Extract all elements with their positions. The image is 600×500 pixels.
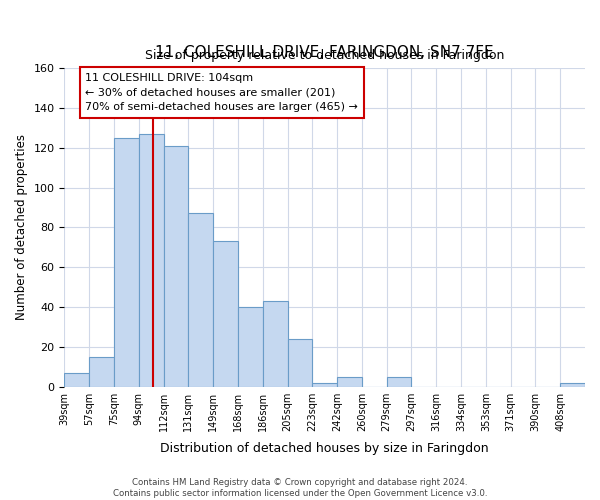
Bar (386, 376, 412, 386)
Bar (213, 242, 238, 386)
Text: Contains HM Land Registry data © Crown copyright and database right 2024.
Contai: Contains HM Land Registry data © Crown c… (113, 478, 487, 498)
Bar (263, 301, 287, 386)
Bar (287, 339, 313, 386)
Bar (560, 382, 585, 386)
Bar (64, 372, 89, 386)
X-axis label: Distribution of detached houses by size in Faringdon: Distribution of detached houses by size … (160, 442, 489, 455)
Bar (238, 307, 263, 386)
Text: 11 COLESHILL DRIVE: 104sqm
← 30% of detached houses are smaller (201)
70% of sem: 11 COLESHILL DRIVE: 104sqm ← 30% of deta… (85, 73, 358, 112)
Y-axis label: Number of detached properties: Number of detached properties (15, 134, 28, 320)
Bar (89, 357, 114, 386)
Bar (188, 214, 213, 386)
Bar (164, 146, 188, 386)
Bar (313, 382, 337, 386)
Bar (337, 376, 362, 386)
Bar (114, 138, 139, 386)
Title: 11, COLESHILL DRIVE, FARINGDON, SN7 7FE: 11, COLESHILL DRIVE, FARINGDON, SN7 7FE (155, 45, 494, 60)
Bar (139, 134, 164, 386)
Text: Size of property relative to detached houses in Faringdon: Size of property relative to detached ho… (145, 48, 505, 62)
